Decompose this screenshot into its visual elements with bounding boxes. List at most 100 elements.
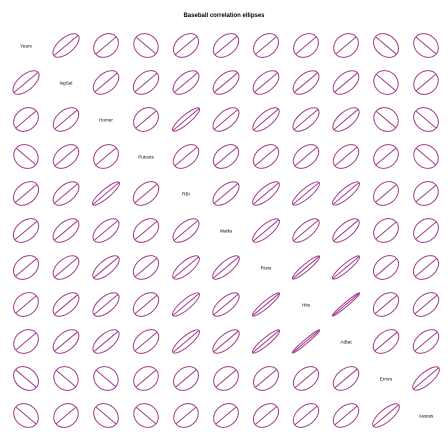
ellipse-cell-runs-walks: [212, 255, 240, 280]
correlation-ellipse: [413, 33, 439, 58]
regression-line: [215, 369, 237, 388]
regression-line: [135, 36, 157, 55]
ellipse-cell-atbat-hits: [291, 329, 321, 354]
regression-line: [294, 368, 318, 389]
ellipse-cell-hits-putouts: [132, 292, 160, 317]
regression-line: [135, 406, 157, 425]
ellipse-cell-hits-walks: [212, 292, 240, 317]
ellipse-cell-homer-runs: [252, 107, 280, 132]
correlation-ellipse: [212, 255, 240, 280]
ellipse-cell-years-hits: [293, 33, 319, 58]
ellipse-cell-putouts-logsal: [52, 144, 80, 169]
regression-line: [134, 331, 158, 352]
regression-line: [134, 294, 158, 315]
regression-line: [13, 71, 39, 94]
regression-line: [294, 146, 318, 167]
ellipse-cell-rbi-errors: [373, 181, 399, 206]
variable-label-walks: Walks: [220, 229, 233, 234]
regression-line: [213, 183, 239, 204]
regression-line: [213, 293, 239, 316]
regression-line: [372, 404, 400, 427]
ellipse-cell-atbat-rbi: [172, 329, 200, 354]
ellipse-cell-years-rbi: [172, 33, 200, 58]
correlation-ellipse: [53, 366, 79, 391]
ellipse-cell-walks-runs: [252, 218, 280, 243]
variable-label-errors: Errors: [380, 377, 393, 382]
regression-line: [333, 219, 359, 242]
variable-label-assists: Assists: [419, 414, 434, 419]
ellipse-cell-hits-runs: [251, 292, 281, 317]
correlation-ellipse: [332, 181, 360, 206]
ellipse-cell-logsal-hits: [292, 70, 320, 95]
regression-line: [253, 108, 279, 131]
variable-label-hits: Hits: [302, 303, 311, 308]
ellipse-cell-runs-hits: [291, 255, 321, 280]
correlation-ellipse: [332, 403, 360, 428]
variable-label-atbat: AtBat: [340, 340, 352, 345]
regression-line: [92, 181, 120, 206]
regression-line: [53, 183, 79, 204]
regression-line: [293, 72, 319, 93]
ellipse-cell-homer-errors: [373, 107, 399, 132]
correlation-ellipse: [52, 181, 80, 206]
regression-line: [55, 406, 77, 425]
correlation-ellipse: [13, 292, 39, 317]
ellipse-cell-hits-homer: [92, 292, 120, 317]
ellipse-cell-runs-putouts: [132, 255, 160, 280]
ellipse-cell-rbi-atbat: [332, 181, 360, 206]
ellipse-cell-errors-walks: [213, 366, 239, 391]
regression-line: [293, 108, 319, 131]
correlation-ellipse: [412, 329, 440, 354]
ellipse-cell-hits-years: [13, 292, 39, 317]
regression-line: [412, 367, 440, 390]
ellipse-cell-hits-errors: [372, 292, 400, 317]
ellipse-cell-walks-homer: [92, 218, 120, 243]
ellipse-cell-logsal-putouts: [132, 70, 160, 95]
correlation-ellipse: [133, 403, 159, 428]
correlation-ellipse: [172, 70, 200, 95]
regression-line: [252, 292, 280, 317]
regression-line: [375, 73, 397, 92]
correlation-ellipse: [292, 403, 320, 428]
correlation-ellipse: [92, 292, 120, 317]
regression-line: [415, 147, 437, 166]
regression-line: [214, 35, 238, 56]
regression-line: [332, 182, 360, 205]
ellipse-cell-homer-putouts: [133, 107, 159, 132]
regression-line: [254, 369, 278, 388]
ellipse-cell-years-homer: [93, 33, 119, 58]
regression-line: [213, 109, 239, 130]
correlation-ellipse: [413, 70, 439, 95]
ellipse-cell-rbi-runs: [252, 181, 280, 206]
ellipse-cell-runs-years: [13, 255, 39, 280]
correlation-ellipse: [332, 144, 360, 169]
regression-line: [252, 219, 280, 242]
ellipse-cell-rbi-assists: [413, 181, 439, 206]
ellipse-cell-atbat-logsal: [52, 329, 80, 354]
ellipse-cell-logsal-runs: [252, 70, 280, 95]
ellipse-cell-logsal-walks: [212, 70, 240, 95]
correlation-ellipse: [332, 107, 360, 132]
regression-line: [172, 330, 200, 353]
ellipse-cell-walks-assists: [413, 218, 439, 243]
regression-line: [333, 108, 359, 131]
ellipse-cell-walks-logsal: [52, 218, 80, 243]
ellipse-cell-errors-logsal: [53, 366, 79, 391]
ellipse-cell-atbat-putouts: [132, 329, 160, 354]
regression-line: [15, 369, 37, 388]
regression-line: [174, 36, 198, 55]
regression-line: [414, 294, 438, 315]
ellipse-cell-errors-homer: [93, 366, 119, 391]
regression-line: [172, 107, 200, 132]
regression-line: [93, 293, 119, 316]
regression-line: [295, 36, 317, 55]
ellipse-cell-years-putouts: [133, 33, 159, 58]
ellipse-cell-assists-years: [13, 403, 39, 428]
correlation-ellipse: [172, 33, 200, 58]
regression-line: [14, 220, 38, 241]
ellipse-cell-homer-assists: [413, 107, 439, 132]
correlation-ellipse: [52, 33, 80, 58]
ellipse-cell-atbat-runs: [251, 329, 281, 354]
ellipse-cell-assists-errors: [372, 403, 400, 428]
ellipse-cell-errors-runs: [252, 366, 280, 391]
